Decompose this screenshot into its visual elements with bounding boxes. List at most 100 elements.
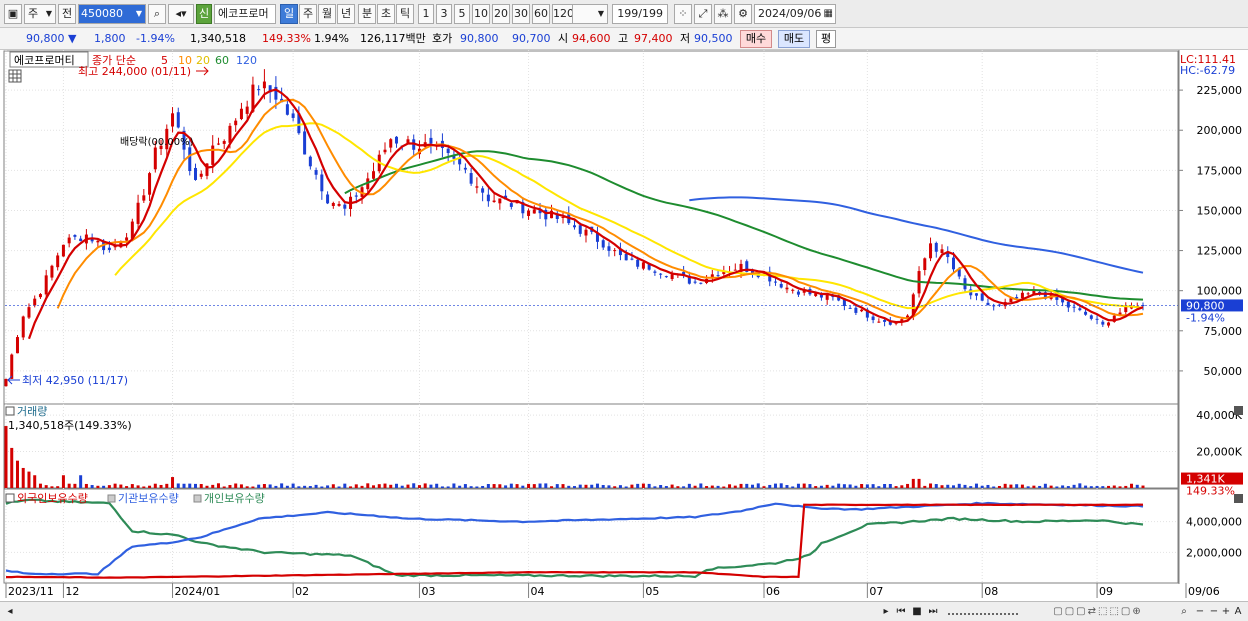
volume-bar bbox=[194, 483, 197, 488]
gear-icon[interactable]: ⚙ bbox=[734, 4, 752, 24]
period-monthly-button[interactable]: 월 bbox=[318, 4, 336, 24]
volume-bar bbox=[199, 484, 203, 488]
new-listing-badge: 신 bbox=[196, 4, 212, 24]
price-y-tick-label: 100,000 bbox=[1197, 285, 1243, 298]
layout-icon[interactable]: ▣ bbox=[4, 4, 22, 24]
holdings-panel-icon[interactable] bbox=[5, 493, 15, 503]
font-size-icon[interactable]: A bbox=[1234, 606, 1242, 617]
interval-button-1[interactable]: 1 bbox=[418, 4, 434, 24]
candle-body bbox=[44, 275, 48, 295]
zoom-in-icon[interactable]: + bbox=[1221, 606, 1231, 617]
period-tick-button[interactable]: 틱 bbox=[396, 4, 414, 24]
volume-bar bbox=[326, 485, 330, 488]
buy-button[interactable]: 매수 bbox=[740, 30, 772, 48]
stock-code-input[interactable]: 450080 ▼ bbox=[78, 4, 146, 24]
interval-button-60[interactable]: 60 bbox=[532, 4, 550, 24]
zoom-slider[interactable] bbox=[948, 605, 1018, 615]
magnifier-icon[interactable]: ⌕ bbox=[1181, 606, 1187, 617]
hc-label: HC:-62.79 bbox=[1180, 64, 1235, 77]
price-y-tick-label: 175,000 bbox=[1197, 164, 1243, 177]
expand-icon[interactable]: ⤢ bbox=[694, 4, 712, 24]
interval-button-5[interactable]: 5 bbox=[454, 4, 470, 24]
volume-bar bbox=[745, 483, 749, 488]
volume-bar bbox=[458, 485, 462, 488]
volume-bar bbox=[773, 483, 777, 488]
drawing-tools-icons[interactable]: ▢▢▢⇄⬚⬚▢⊕ bbox=[1053, 606, 1143, 617]
period-weekly-button[interactable]: 주 bbox=[299, 4, 317, 24]
interval-button-120[interactable]: 120 bbox=[552, 4, 574, 24]
volume-bar bbox=[171, 477, 175, 488]
scroll-left-icon[interactable]: ◂ bbox=[7, 606, 13, 617]
holdings-close-icon[interactable] bbox=[1234, 494, 1243, 503]
date-field[interactable]: 2024/09/06 ▦ bbox=[754, 4, 836, 24]
volume-bar bbox=[73, 483, 77, 488]
interval-button-30[interactable]: 30 bbox=[512, 4, 530, 24]
interval-button-3[interactable]: 3 bbox=[436, 4, 452, 24]
volume-bar bbox=[762, 486, 766, 488]
volume-close-icon[interactable] bbox=[1234, 406, 1243, 415]
search-icon[interactable]: ⌕ bbox=[148, 4, 166, 24]
volume-bar bbox=[320, 486, 324, 488]
volume-bar bbox=[234, 483, 238, 488]
candle-body bbox=[618, 248, 622, 256]
volume-bar bbox=[779, 483, 783, 488]
candle-body bbox=[636, 259, 640, 267]
forward-icon[interactable]: ⏭ bbox=[928, 606, 938, 617]
x-tick-label: 08 bbox=[984, 585, 998, 598]
count-field[interactable]: 199/199 bbox=[612, 4, 668, 24]
stock-chart[interactable]: 225,000 200,000 175,000 150,000 125,000 100,0… bbox=[0, 50, 1248, 601]
candle-body bbox=[865, 309, 869, 318]
volume-bar bbox=[1055, 486, 1059, 488]
period-minute-button[interactable]: 분 bbox=[358, 4, 376, 24]
volume-bar bbox=[1124, 485, 1128, 488]
scroll-right-icon[interactable]: ▸ bbox=[883, 606, 889, 617]
candle-body bbox=[1112, 315, 1116, 322]
eval-button[interactable]: 평 bbox=[816, 30, 836, 48]
candle-body bbox=[67, 237, 71, 244]
candle-body bbox=[601, 240, 605, 248]
volume-panel-icon[interactable] bbox=[5, 406, 15, 416]
calendar-icon[interactable]: ▦ bbox=[823, 8, 833, 19]
candle-body bbox=[274, 86, 278, 100]
candle-body bbox=[710, 274, 714, 278]
lc-label: LC:111.41 bbox=[1180, 53, 1236, 66]
dots-icon[interactable]: ⁂ bbox=[714, 4, 732, 24]
volume-bar bbox=[825, 484, 829, 488]
period-yearly-button[interactable]: 년 bbox=[337, 4, 355, 24]
zoom-out-icon[interactable]: − bbox=[1195, 606, 1205, 617]
volume-bar bbox=[274, 485, 278, 488]
zoom-minus-icon[interactable]: − bbox=[1209, 606, 1219, 617]
individual-holdings-line bbox=[5, 498, 1144, 579]
high-arrow-icon bbox=[196, 66, 209, 76]
horizontal-scrollbar[interactable]: ◂ ▸ ⏮ ■ ⏭ ▢▢▢⇄⬚⬚▢⊕ ⌕ − − + A bbox=[0, 601, 1248, 621]
grid-icon[interactable]: ⁘ bbox=[674, 4, 692, 24]
volume-bar bbox=[107, 485, 111, 488]
interval-button-20[interactable]: 20 bbox=[492, 4, 510, 24]
candle-body bbox=[687, 275, 691, 284]
candle-body bbox=[10, 354, 14, 379]
sell-button[interactable]: 매도 bbox=[778, 30, 810, 48]
stop-icon[interactable]: ■ bbox=[912, 606, 922, 617]
interval-select[interactable]: ▼ bbox=[572, 4, 608, 24]
market-type-select[interactable]: 주 ▼ bbox=[24, 4, 56, 24]
period-second-button[interactable]: 초 bbox=[377, 4, 395, 24]
volume-bar bbox=[1003, 483, 1007, 488]
candle-body bbox=[848, 307, 852, 309]
volume-bar bbox=[377, 484, 381, 488]
sound-icon[interactable]: ◂▾ bbox=[168, 4, 194, 24]
rewind-icon[interactable]: ⏮ bbox=[896, 606, 906, 617]
volume-bar bbox=[475, 486, 479, 488]
candle-body bbox=[153, 147, 157, 170]
chart-background bbox=[0, 50, 1248, 601]
count-value: 199 bbox=[617, 7, 639, 20]
candle-body bbox=[1124, 306, 1128, 313]
volume-bar bbox=[280, 483, 284, 488]
period-daily-button[interactable]: 일 bbox=[280, 4, 298, 24]
volume-bar bbox=[1061, 485, 1065, 488]
interval-button-10[interactable]: 10 bbox=[472, 4, 490, 24]
down-arrow-icon: ▼ bbox=[68, 32, 77, 45]
prev-button[interactable]: 전 bbox=[58, 4, 76, 24]
table-icon[interactable] bbox=[8, 69, 22, 83]
candle-body bbox=[532, 209, 536, 214]
stock-title: 에코프로머티 bbox=[14, 54, 75, 67]
